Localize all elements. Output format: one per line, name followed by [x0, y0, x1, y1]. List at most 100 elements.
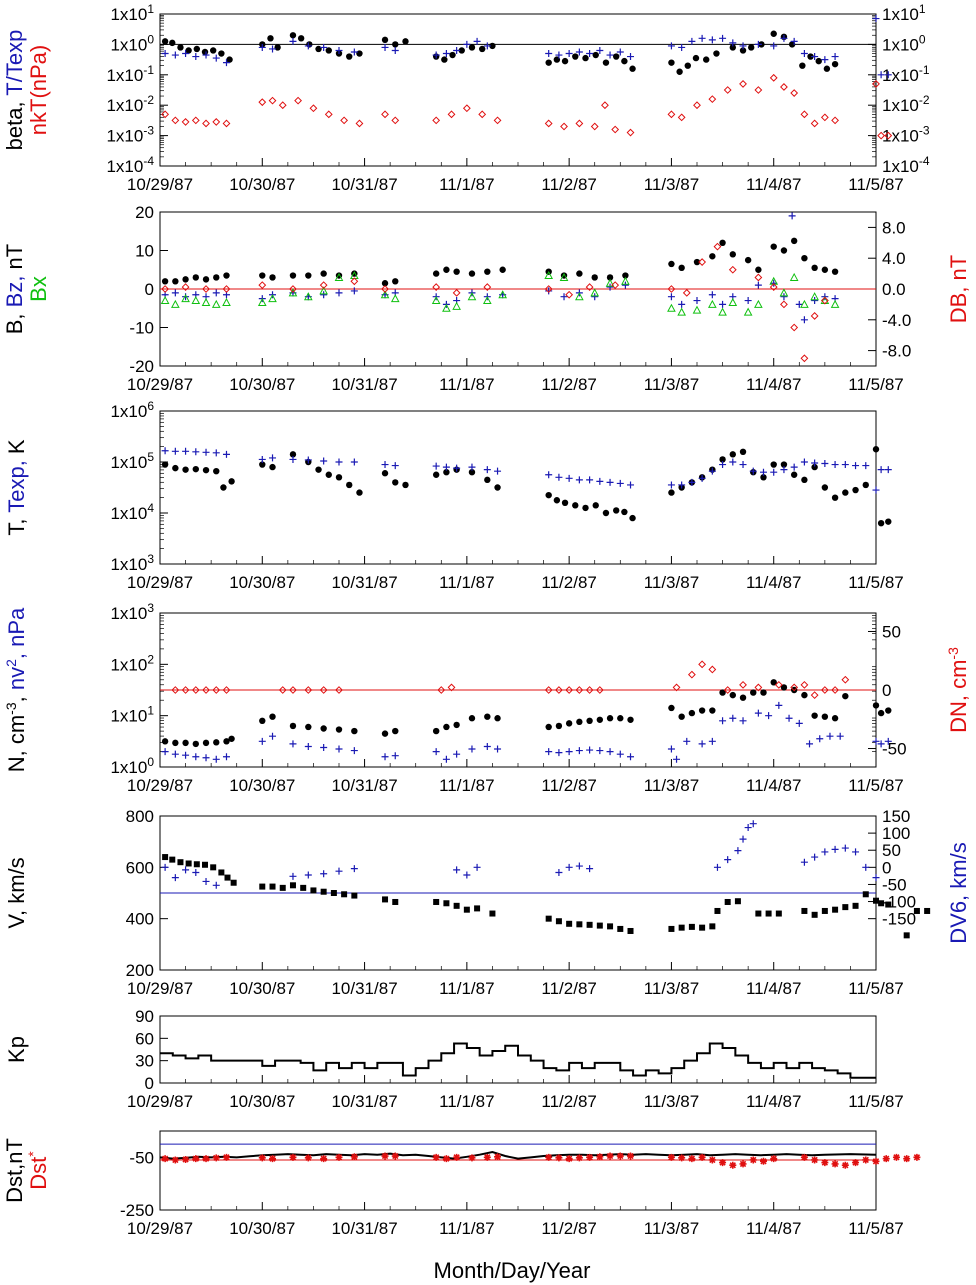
data-point: [759, 1157, 767, 1165]
series-black: [162, 854, 931, 939]
y-axis-label-left: Dst,nT: [2, 1138, 27, 1203]
data-point: [171, 750, 179, 758]
data-point: [443, 723, 450, 731]
data-point: [182, 1155, 190, 1163]
x-tick-label: 10/30/87: [229, 175, 295, 194]
data-point: [182, 50, 190, 58]
data-point: [220, 484, 227, 491]
x-tick-label: 10/29/87: [127, 1092, 193, 1111]
data-point: [432, 727, 440, 735]
data-point: [560, 122, 568, 131]
data-point: [193, 861, 200, 868]
data-point: [432, 116, 441, 125]
x-tick-label: 11/1/87: [439, 979, 494, 998]
data-point: [545, 491, 552, 499]
data-point: [310, 887, 317, 894]
data-point: [820, 296, 829, 305]
x-tick-label: 11/4/87: [746, 573, 801, 592]
data-point: [841, 461, 849, 469]
y-tick-label-right: 1x101: [882, 2, 926, 24]
data-point: [305, 723, 312, 731]
data-point: [484, 713, 491, 720]
data-point: [334, 272, 344, 281]
data-point: [780, 684, 788, 691]
data-point: [823, 65, 831, 72]
data-point: [719, 1159, 727, 1167]
data-point: [222, 450, 230, 458]
data-point: [381, 43, 389, 51]
data-point: [606, 748, 614, 756]
data-point: [677, 113, 686, 122]
data-point: [693, 258, 701, 266]
data-point: [775, 910, 782, 917]
data-point: [269, 732, 277, 740]
data-point: [443, 469, 450, 476]
data-point: [468, 745, 476, 753]
data-point: [852, 486, 859, 494]
data-point: [278, 101, 287, 110]
data-point: [544, 270, 554, 280]
data-point: [885, 901, 892, 908]
data-point: [606, 1152, 614, 1160]
data-point: [320, 270, 327, 277]
data-point: [719, 689, 726, 696]
data-point: [810, 119, 819, 128]
data-point: [226, 56, 233, 63]
data-point: [586, 921, 593, 928]
data-point: [560, 293, 568, 301]
data-point: [468, 1154, 476, 1162]
data-point: [842, 489, 849, 496]
data-point: [729, 1161, 737, 1169]
y-tick-label-right: 1x100: [882, 32, 926, 54]
data-point: [269, 45, 277, 53]
data-point: [437, 686, 446, 694]
data-point: [688, 923, 695, 930]
data-point: [719, 456, 726, 463]
data-point: [453, 46, 461, 54]
data-point: [212, 1154, 220, 1162]
y-tick-label-right: 50: [882, 841, 901, 860]
data-point: [303, 292, 313, 301]
data-point: [340, 116, 349, 125]
data-point: [678, 713, 685, 720]
data-point: [218, 869, 225, 876]
data-point: [304, 871, 312, 879]
data-point: [391, 116, 400, 125]
data-point: [330, 890, 337, 896]
dst-series-line: [159, 1151, 877, 1160]
data-point: [161, 748, 169, 756]
data-point: [269, 463, 276, 471]
data-point: [788, 212, 796, 220]
data-point: [754, 273, 763, 282]
series-black: [160, 1042, 876, 1079]
data-point: [289, 451, 297, 458]
data-point: [770, 1155, 778, 1163]
data-point: [171, 116, 180, 125]
data-point: [852, 848, 860, 856]
data-point: [708, 737, 716, 745]
data-point: [192, 740, 199, 748]
data-point: [596, 922, 603, 929]
x-tick-label: 11/4/87: [746, 375, 801, 394]
data-point: [443, 266, 450, 273]
data-point: [381, 470, 389, 477]
data-point: [708, 299, 717, 308]
data-point: [842, 904, 849, 911]
data-point: [811, 1156, 819, 1164]
data-point: [498, 290, 507, 299]
y-tick-label-left: -50: [129, 1148, 154, 1167]
data-point: [213, 274, 220, 281]
y-tick-label-right: -50: [882, 740, 907, 759]
data-point: [300, 884, 307, 891]
data-point: [708, 1156, 716, 1164]
data-point: [351, 727, 358, 735]
data-point: [719, 717, 727, 725]
data-point: [555, 868, 563, 876]
data-point: [453, 750, 461, 758]
data-point: [779, 288, 789, 297]
data-point: [392, 479, 399, 486]
data-point: [192, 1155, 200, 1163]
data-point: [210, 864, 217, 871]
data-point: [754, 709, 762, 717]
data-point: [489, 910, 496, 917]
